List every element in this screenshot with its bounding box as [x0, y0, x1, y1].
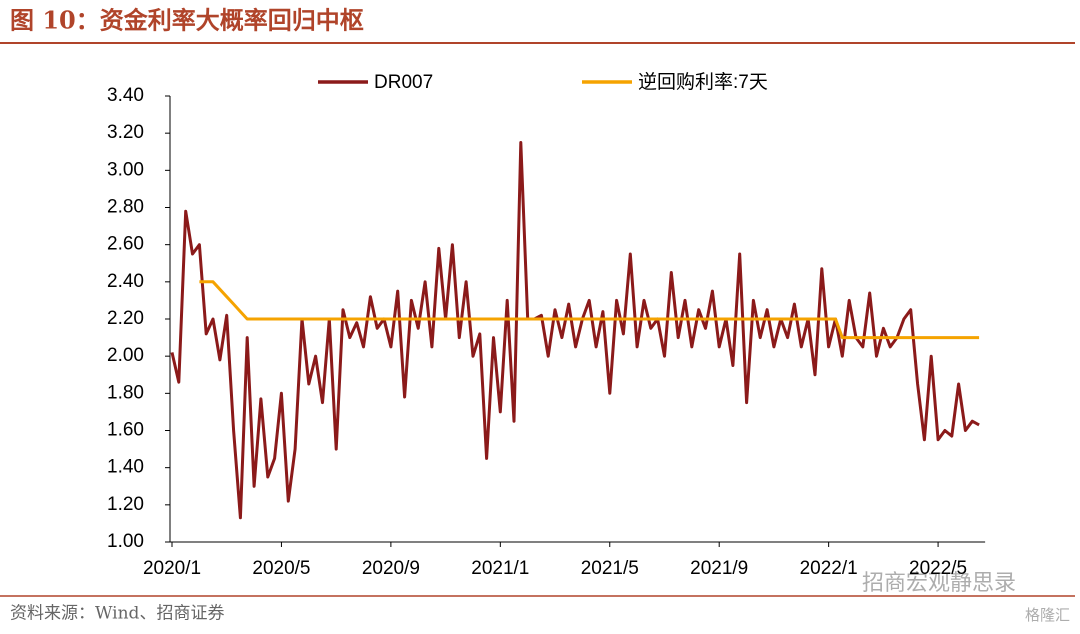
y-tick-label: 3.00 — [107, 159, 144, 180]
y-tick-label: 2.40 — [107, 271, 144, 292]
x-tick-label: 2022/1 — [800, 558, 858, 579]
y-tick-label: 1.00 — [107, 531, 144, 552]
source: 资料来源：Wind、招商证券 — [10, 604, 224, 624]
x-tick-label: 2021/1 — [471, 558, 529, 579]
y-tick-label: 1.60 — [107, 420, 144, 441]
x-tick-label: 2022/5 — [909, 558, 967, 579]
y-tick-label: 1.20 — [107, 494, 144, 515]
legend-label: 逆回购利率:7天 — [638, 71, 768, 93]
y-tick-label: 2.80 — [107, 197, 144, 218]
y-tick-label: 3.20 — [107, 122, 144, 143]
y-tick-label: 1.80 — [107, 382, 144, 403]
y-tick-label: 1.40 — [107, 457, 144, 478]
x-tick-label: 2021/5 — [581, 558, 639, 579]
y-tick-label: 2.60 — [107, 234, 144, 255]
x-tick-label: 2021/9 — [690, 558, 748, 579]
x-tick-label: 2020/5 — [252, 558, 310, 579]
logo: 格隆汇 — [1025, 607, 1070, 624]
series-line — [170, 141, 980, 520]
chart-title: 图 10：资金利率大概率回归中枢 — [10, 6, 364, 35]
y-tick-label: 3.40 — [107, 85, 144, 106]
series-line — [199, 280, 980, 340]
x-tick-label: 2020/1 — [143, 558, 201, 579]
y-tick-label: 2.20 — [107, 308, 144, 329]
watermark: 招商宏观静思录 — [862, 570, 1016, 595]
y-tick-label: 2.00 — [107, 345, 144, 366]
x-tick-label: 2020/9 — [362, 558, 420, 579]
legend-label: DR007 — [374, 72, 433, 93]
